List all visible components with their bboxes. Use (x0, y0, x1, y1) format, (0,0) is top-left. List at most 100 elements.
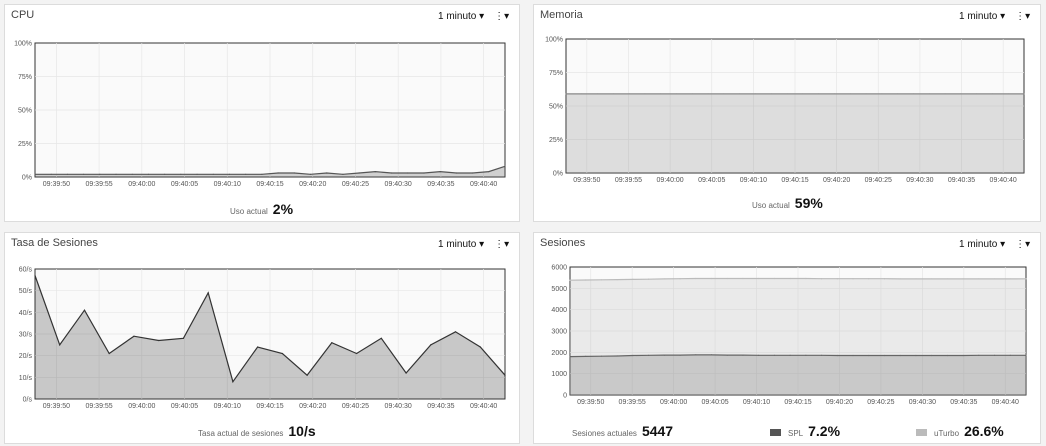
data-point (710, 277, 713, 280)
panel-menu-icon[interactable]: ⋮▾ (494, 11, 510, 22)
x-tick-label: 09:40:25 (342, 181, 369, 188)
data-point (228, 173, 231, 175)
footer-label: Sesiones actuales (572, 429, 637, 438)
x-tick-label: 09:40:00 (128, 403, 155, 410)
data-point (147, 173, 150, 175)
y-tick-label: 0% (22, 175, 32, 182)
data-point (881, 93, 883, 95)
data-point (726, 277, 728, 280)
panel-menu-icon[interactable]: ⋮▾ (494, 239, 510, 250)
y-tick-label: 0% (553, 171, 563, 178)
footer-label: Uso actual (230, 207, 268, 216)
data-point (707, 93, 709, 95)
data-point (820, 278, 823, 280)
data-point (261, 173, 263, 175)
x-tick-label: 09:40:40 (990, 177, 1017, 184)
x-tick-label: 09:40:10 (740, 177, 767, 184)
legend-uturbo-label: uTurbo (934, 429, 960, 438)
x-tick-label: 09:40:40 (470, 403, 497, 410)
series-area (570, 354, 1026, 395)
data-point (471, 172, 474, 174)
data-point (331, 342, 333, 344)
data-point (585, 279, 587, 281)
data-point (374, 171, 376, 173)
footer-label: Uso actual (752, 201, 790, 210)
data-point (342, 173, 344, 175)
data-point (50, 173, 52, 175)
data-point (883, 278, 886, 280)
data-point (581, 93, 583, 95)
data-point (180, 173, 182, 175)
panel-title: Memoria (540, 9, 583, 21)
data-point (616, 278, 618, 281)
x-tick-label: 09:40:25 (865, 177, 892, 184)
data-point (912, 93, 915, 95)
x-tick-label: 09:40:10 (214, 403, 241, 410)
x-tick-label: 09:40:40 (470, 181, 497, 188)
panel-menu-icon[interactable]: ⋮▾ (1015, 239, 1031, 250)
data-point (1025, 278, 1027, 280)
y-tick-label: 25% (549, 137, 563, 144)
x-tick-label: 09:40:00 (660, 399, 687, 406)
panel-menu-icon[interactable]: ⋮▾ (1015, 11, 1031, 22)
data-point (868, 354, 870, 357)
chart-svg: 60/s 50/s 40/s 30/s 20/s 10/s 0/s 09:39:50 09:39… (19, 267, 506, 410)
data-point (616, 355, 618, 357)
data-point (789, 354, 791, 356)
y-tick-label: 0 (563, 393, 567, 400)
data-point (196, 173, 198, 175)
series-line (34, 275, 506, 384)
range-dropdown[interactable]: 1 minuto ▾ (438, 239, 485, 250)
data-point (993, 354, 996, 356)
data-point (883, 354, 886, 357)
series-area (566, 93, 1024, 173)
memoria-panel: Memoria 1 minuto ▾ ⋮▾ 100% 75% 50% 25% 0% 09:… (533, 4, 1041, 222)
data-point (679, 354, 681, 356)
panel-title: Sesiones (540, 237, 586, 249)
data-point (931, 354, 933, 357)
x-tick-label: 09:40:15 (784, 399, 811, 406)
data-point (232, 381, 234, 383)
y-tick-label: 3000 (551, 329, 567, 336)
tasa-panel: Tasa de Sesiones 1 minuto ▾ ⋮▾ 60/s 50/s 4… (4, 232, 520, 444)
range-dropdown[interactable]: 1 minuto ▾ (438, 11, 485, 22)
data-point (679, 278, 681, 280)
data-point (723, 93, 725, 95)
data-point (993, 278, 996, 280)
data-point (899, 354, 901, 357)
legend-uturbo: uTurbo 26.6% (916, 423, 1004, 439)
data-point (805, 354, 807, 356)
range-dropdown[interactable]: 1 minuto ▾ (959, 11, 1006, 22)
data-point (946, 354, 948, 357)
x-tick-label: 09:39:50 (573, 177, 600, 184)
data-point (277, 172, 279, 174)
data-point (978, 354, 980, 356)
chart-svg: 100% 75% 50% 25% 0% 09:39:50 09:39:55 09:40:00 0… (14, 41, 506, 188)
data-point (380, 337, 382, 339)
data-point (133, 335, 135, 337)
data-point (83, 173, 85, 175)
data-point (585, 355, 587, 357)
range-dropdown[interactable]: 1 minuto ▾ (959, 239, 1006, 250)
y-tick-label: 25% (18, 141, 32, 148)
data-point (600, 279, 603, 281)
y-tick-label: 10/s (19, 375, 33, 382)
x-tick-label: 09:40:35 (950, 399, 977, 406)
data-point (600, 355, 603, 357)
data-point (802, 93, 804, 95)
x-tick-label: 09:40:20 (823, 177, 850, 184)
data-point (773, 354, 776, 356)
data-point (820, 354, 823, 356)
data-point (439, 171, 441, 173)
data-point (612, 93, 614, 95)
data-point (648, 354, 650, 356)
y-tick-label: 75% (549, 70, 563, 77)
data-point (786, 93, 788, 95)
data-point (569, 356, 571, 358)
x-tick-label: 09:40:30 (385, 181, 412, 188)
x-tick-label: 09:40:20 (826, 399, 853, 406)
cpu-chart: 100% 75% 50% 25% 0% 09:39:50 09:39:55 09:40:00 0… (14, 41, 509, 193)
data-point (663, 354, 665, 356)
data-point (770, 93, 772, 95)
y-tick-label: 20/s (19, 353, 33, 360)
